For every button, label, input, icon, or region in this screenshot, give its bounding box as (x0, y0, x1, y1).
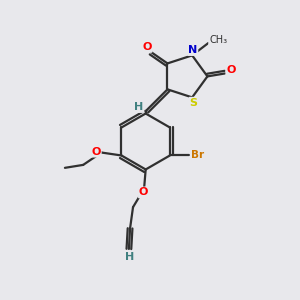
Text: H: H (134, 102, 143, 112)
Text: CH₃: CH₃ (209, 35, 227, 45)
Text: O: O (226, 65, 236, 75)
Text: O: O (92, 147, 101, 157)
Text: O: O (139, 188, 148, 197)
Text: H: H (125, 252, 134, 262)
Text: S: S (190, 98, 198, 108)
Text: Br: Br (191, 151, 204, 160)
Text: O: O (142, 42, 152, 52)
Text: N: N (188, 45, 197, 55)
